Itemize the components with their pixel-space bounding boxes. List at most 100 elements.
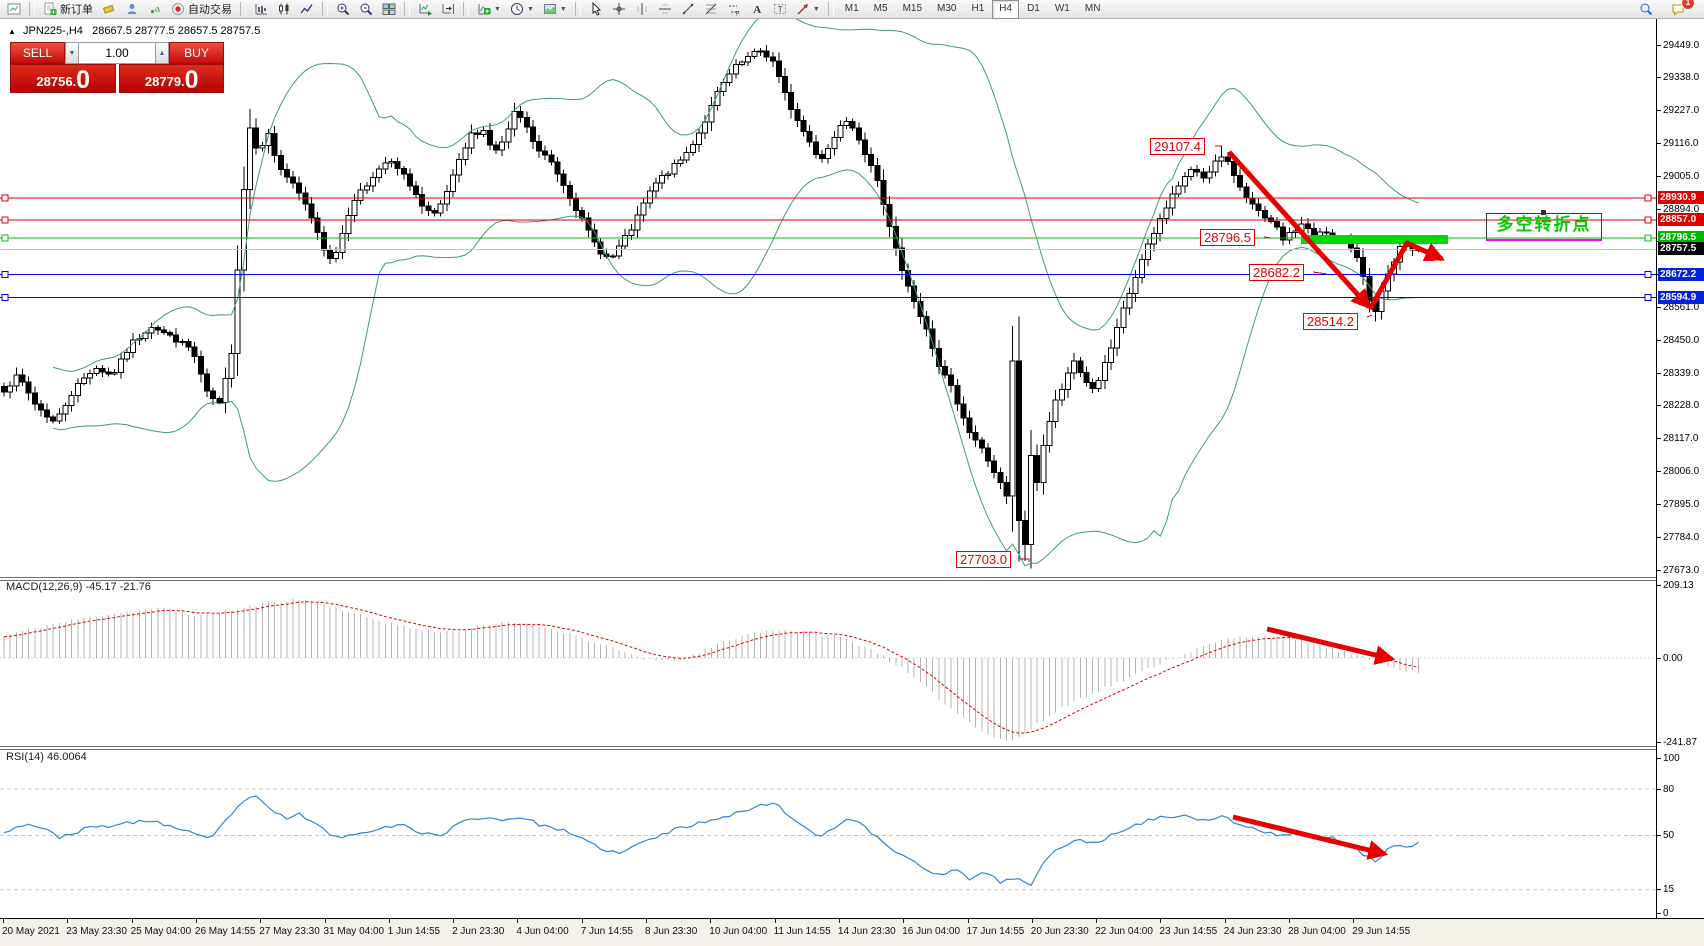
toolbar-separator xyxy=(574,2,581,16)
arrows-tool-button[interactable]: ▼ xyxy=(792,0,824,19)
time-axis[interactable]: 20 May 2021 23 May 23:30 25 May 04:00 26 Ma… xyxy=(0,919,1704,946)
tile-windows-button[interactable] xyxy=(378,0,400,19)
chart-ohlc-values: 28667.5 28777.5 28657.5 28757.5 xyxy=(92,25,261,37)
svg-text:T: T xyxy=(778,5,783,14)
new-order-button[interactable]: 新订单 xyxy=(39,0,97,19)
timeframe-w1-button[interactable]: W1 xyxy=(1054,2,1070,14)
main-toolbar: 新订单 自动交易 ▼ ▼ ▼ F A T ▼ M1 M5 M15 M30 H1 H4 D1 W1 MN 1 xyxy=(0,0,1704,19)
crosshair-tool-button[interactable] xyxy=(608,0,630,19)
chart-shift-button[interactable] xyxy=(437,0,459,19)
sell-button[interactable]: SELL xyxy=(10,42,65,64)
candlestick-chart-button[interactable] xyxy=(273,0,295,19)
collapse-triangle-icon[interactable]: ▲ xyxy=(8,27,16,36)
indicators-icon xyxy=(478,4,491,15)
trendline-tool-button[interactable] xyxy=(677,0,699,19)
text-annotation[interactable]: 多空转折点 xyxy=(1486,213,1602,241)
rsi-pane[interactable] xyxy=(0,749,1656,918)
time-tick xyxy=(195,919,197,923)
timeframe-h4-button[interactable]: H4 xyxy=(992,0,1020,19)
text-tool-button[interactable]: A xyxy=(746,0,768,19)
timeframe-m15-button[interactable]: M15 xyxy=(902,2,923,14)
trend-arrow xyxy=(1227,150,1372,310)
time-label: 1 Jun 14:55 xyxy=(387,926,441,937)
time-tick xyxy=(967,919,969,923)
timeframe-m30-button[interactable]: M30 xyxy=(937,2,957,14)
bollinger-lower-band xyxy=(53,169,1419,567)
volume-decrease-button[interactable]: ▼ xyxy=(65,42,79,64)
pane-separator[interactable] xyxy=(0,577,1704,581)
price-axis[interactable]: 29449.0 29338.0 29227.0 29116.0 29005.0 28894… xyxy=(1656,19,1704,919)
label-tool-button[interactable]: T xyxy=(769,0,791,19)
profile-button[interactable] xyxy=(121,0,143,19)
time-tick xyxy=(388,919,390,923)
eraser-tool-button[interactable] xyxy=(98,0,120,19)
price-callout-27703.0[interactable]: 27703.0 xyxy=(956,551,1011,568)
time-tick xyxy=(131,919,133,923)
time-label: 22 Jun 04:00 xyxy=(1095,926,1153,937)
auto-trading-button[interactable]: 自动交易 xyxy=(167,0,236,19)
line-handle xyxy=(1644,194,1652,202)
chart-window-button[interactable] xyxy=(3,0,25,19)
price-chart-pane[interactable] xyxy=(0,9,1656,577)
timeframe-m1-button[interactable]: M1 xyxy=(844,2,859,14)
pane-separator[interactable] xyxy=(0,746,1704,750)
time-label: 23 Jun 14:55 xyxy=(1159,926,1218,937)
templates-button[interactable]: ▼ xyxy=(539,0,571,19)
price-callout-28682.2[interactable]: 28682.2 xyxy=(1249,264,1304,281)
clock-icon xyxy=(510,3,523,15)
timeframe-mn-button[interactable]: MN xyxy=(1084,2,1101,14)
candles-icon xyxy=(279,3,289,15)
toolbar-separator xyxy=(463,2,469,16)
macd-tick: 0.00 xyxy=(1657,652,1682,664)
rsi-tick: 15 xyxy=(1657,884,1674,896)
time-tick xyxy=(260,919,262,923)
channel-tool-button[interactable]: F xyxy=(723,0,745,19)
macd-trend-arrow xyxy=(1266,626,1396,665)
price-callout-28514.2[interactable]: 28514.2 xyxy=(1303,313,1358,330)
macd-pane[interactable] xyxy=(0,580,1656,746)
toolbar-separator xyxy=(827,2,834,16)
periods-button[interactable]: ▼ xyxy=(506,0,538,19)
rsi-tick: 100 xyxy=(1657,752,1680,764)
price-tick: 29116.0 xyxy=(1657,137,1698,149)
zoomout-icon xyxy=(360,3,373,16)
buy-button[interactable]: BUY xyxy=(169,42,224,64)
cursor-tool-button[interactable] xyxy=(585,0,607,19)
tline-icon xyxy=(682,3,694,15)
time-label: 10 Jun 04:00 xyxy=(709,926,768,937)
timeframe-d1-button[interactable]: D1 xyxy=(1027,2,1040,14)
volume-input[interactable]: 1.00 xyxy=(79,42,155,64)
zoom-in-button[interactable] xyxy=(332,0,354,19)
price-tick: 27895.0 xyxy=(1657,498,1699,510)
annotation-handle[interactable] xyxy=(1541,210,1546,215)
time-tick xyxy=(1224,919,1226,923)
time-label: 2 Jun 23:30 xyxy=(452,926,505,937)
autoscroll-icon xyxy=(419,4,432,16)
timeframe-h1-button[interactable]: H1 xyxy=(971,2,985,14)
time-label: 4 Jun 04:00 xyxy=(516,926,569,937)
search-button[interactable] xyxy=(1635,0,1657,19)
sell-price[interactable]: 28756. 0 xyxy=(10,64,116,93)
time-label: 25 May 04:00 xyxy=(130,926,192,937)
auto-scroll-button[interactable] xyxy=(414,0,436,19)
buy-price[interactable]: 28779. 0 xyxy=(118,64,224,93)
volume-increase-button[interactable]: ▲ xyxy=(155,42,169,64)
indicators-button[interactable]: ▼ xyxy=(473,0,505,19)
timeframe-m5-button[interactable]: M5 xyxy=(873,2,888,14)
price-callout-29107.4[interactable]: 29107.4 xyxy=(1150,138,1205,155)
hline-icon xyxy=(658,4,671,14)
toolbar-separator xyxy=(322,2,328,16)
template-icon xyxy=(543,4,556,14)
bar-chart-button[interactable] xyxy=(250,0,272,19)
price-callout-28796.5[interactable]: 28796.5 xyxy=(1200,229,1255,246)
rsi-tick: 80 xyxy=(1657,783,1674,795)
zoom-out-button[interactable] xyxy=(355,0,377,19)
fibo-icon xyxy=(705,3,717,15)
signals-button[interactable] xyxy=(144,0,166,19)
horizontal-line-tool-button[interactable] xyxy=(654,0,676,19)
vertical-line-tool-button[interactable] xyxy=(631,0,653,19)
line-chart-button[interactable] xyxy=(296,0,318,19)
one-click-trade-panel: SELL ▼ 1.00 ▲ BUY 28756. 0 28779. 0 xyxy=(10,42,224,93)
fibonacci-tool-button[interactable] xyxy=(700,0,722,19)
chat-button[interactable]: 1 xyxy=(1667,0,1695,19)
